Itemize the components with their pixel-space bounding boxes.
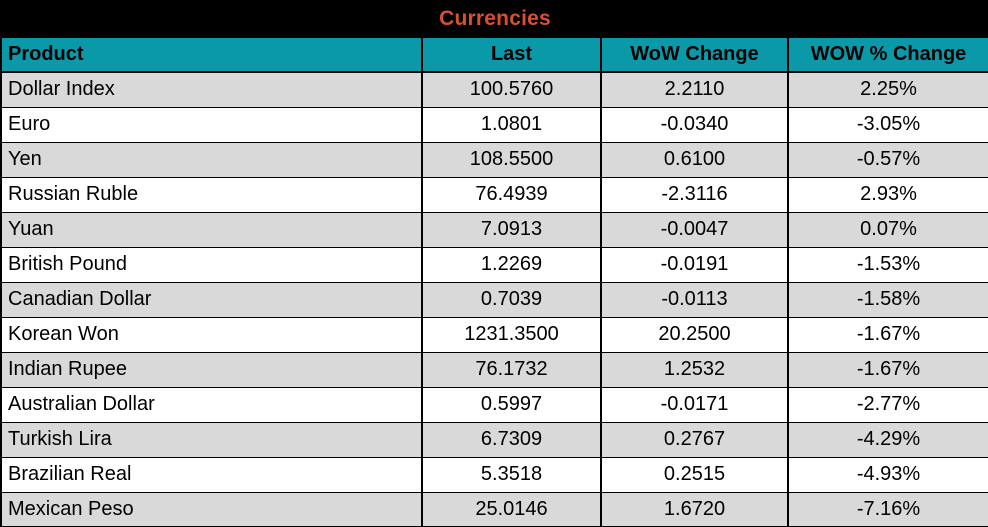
- table-row: Australian Dollar 0.5997 -0.0171 -2.77%: [0, 386, 988, 423]
- cell-last: 1.2269: [421, 246, 602, 283]
- cell-wow-pct-change: -1.58%: [786, 281, 988, 318]
- cell-product: Brazilian Real: [0, 456, 423, 493]
- cell-product: Australian Dollar: [0, 386, 423, 423]
- table-row: Brazilian Real 5.3518 0.2515 -4.93%: [0, 456, 988, 493]
- cell-wow-change: -0.0113: [600, 281, 789, 318]
- cell-last: 76.4939: [421, 176, 602, 213]
- cell-wow-pct-change: 2.25%: [786, 71, 988, 108]
- table-row: Turkish Lira 6.7309 0.2767 -4.29%: [0, 421, 988, 458]
- cell-wow-change: 1.2532: [600, 351, 789, 388]
- cell-wow-change: 0.6100: [600, 141, 789, 178]
- table-row: Yuan 7.0913 -0.0047 0.07%: [0, 211, 988, 248]
- cell-wow-pct-change: -3.05%: [786, 106, 988, 143]
- table-row: Yen 108.5500 0.6100 -0.57%: [0, 141, 988, 178]
- cell-wow-pct-change: -2.77%: [786, 386, 988, 423]
- column-header-product: Product: [0, 36, 423, 73]
- table-row: Canadian Dollar 0.7039 -0.0113 -1.58%: [0, 281, 988, 318]
- table-row: Indian Rupee 76.1732 1.2532 -1.67%: [0, 351, 988, 388]
- cell-product: Korean Won: [0, 316, 423, 353]
- cell-wow-change: -0.0340: [600, 106, 789, 143]
- cell-wow-change: -2.3116: [600, 176, 789, 213]
- cell-wow-change: 0.2515: [600, 456, 789, 493]
- cell-wow-pct-change: -1.53%: [786, 246, 988, 283]
- cell-product: Turkish Lira: [0, 421, 423, 458]
- table-row: British Pound 1.2269 -0.0191 -1.53%: [0, 246, 988, 283]
- cell-wow-pct-change: 0.07%: [786, 211, 988, 248]
- cell-wow-pct-change: -4.29%: [786, 421, 988, 458]
- cell-wow-pct-change: -7.16%: [786, 491, 988, 527]
- table-row: Euro 1.0801 -0.0340 -3.05%: [0, 106, 988, 143]
- table-row: Dollar Index 100.5760 2.2110 2.25%: [0, 71, 988, 108]
- cell-wow-pct-change: -1.67%: [786, 351, 988, 388]
- cell-last: 6.7309: [421, 421, 602, 458]
- cell-wow-change: 20.2500: [600, 316, 789, 353]
- cell-product: Russian Ruble: [0, 176, 423, 213]
- cell-last: 7.0913: [421, 211, 602, 248]
- cell-last: 5.3518: [421, 456, 602, 493]
- cell-last: 0.7039: [421, 281, 602, 318]
- cell-wow-pct-change: 2.93%: [786, 176, 988, 213]
- cell-last: 25.0146: [421, 491, 602, 527]
- column-header-wow-change: WoW Change: [600, 36, 789, 73]
- cell-last: 100.5760: [421, 71, 602, 108]
- cell-last: 1.0801: [421, 106, 602, 143]
- title-row: Currencies: [1, 1, 988, 37]
- cell-product: Yuan: [0, 211, 423, 248]
- cell-wow-change: 1.6720: [600, 491, 789, 527]
- cell-last: 1231.3500: [421, 316, 602, 353]
- cell-product: Indian Rupee: [0, 351, 423, 388]
- cell-product: Canadian Dollar: [0, 281, 423, 318]
- header-row: Product Last WoW Change WOW % Change: [0, 36, 988, 73]
- cell-wow-pct-change: -0.57%: [786, 141, 988, 178]
- cell-wow-change: -0.0047: [600, 211, 789, 248]
- cell-last: 108.5500: [421, 141, 602, 178]
- cell-wow-change: 0.2767: [600, 421, 789, 458]
- table-title: Currencies: [1, 1, 988, 37]
- cell-wow-change: -0.0171: [600, 386, 789, 423]
- column-header-last: Last: [421, 36, 602, 73]
- cell-wow-change: -0.0191: [600, 246, 789, 283]
- table-row: Russian Ruble 76.4939 -2.3116 2.93%: [0, 176, 988, 213]
- cell-product: Dollar Index: [0, 71, 423, 108]
- table-row: Korean Won 1231.3500 20.2500 -1.67%: [0, 316, 988, 353]
- table-row: Mexican Peso 25.0146 1.6720 -7.16%: [0, 491, 988, 527]
- cell-product: Euro: [0, 106, 423, 143]
- cell-last: 76.1732: [421, 351, 602, 388]
- column-header-wow-pct-change: WOW % Change: [786, 36, 988, 73]
- cell-product: Mexican Peso: [0, 491, 423, 527]
- cell-wow-pct-change: -4.93%: [786, 456, 988, 493]
- cell-wow-change: 2.2110: [600, 71, 789, 108]
- cell-last: 0.5997: [421, 386, 602, 423]
- table-body: Dollar Index 100.5760 2.2110 2.25% Euro 1.080…: [0, 71, 988, 527]
- cell-product: Yen: [0, 141, 423, 178]
- cell-wow-pct-change: -1.67%: [786, 316, 988, 353]
- cell-product: British Pound: [0, 246, 423, 283]
